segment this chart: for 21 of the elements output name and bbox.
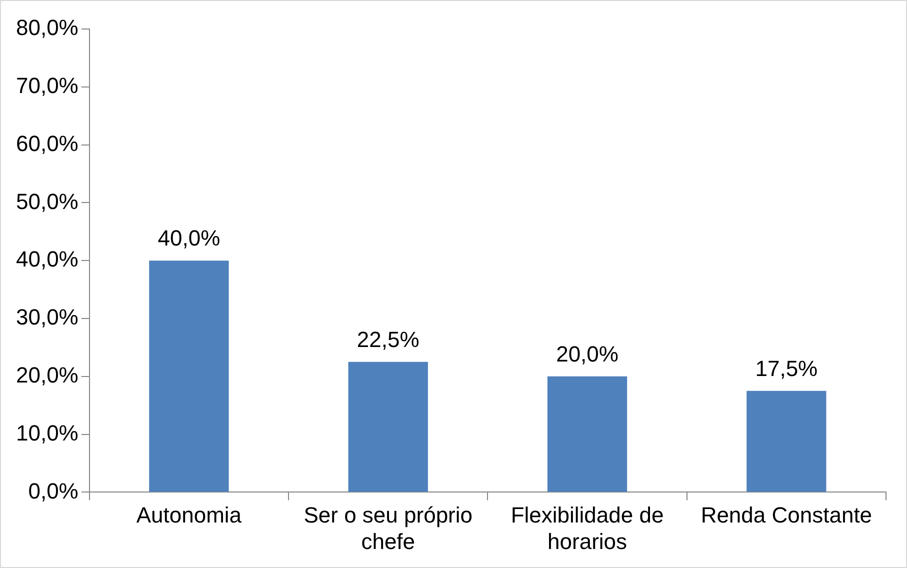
data-label: 17,5% (755, 356, 818, 381)
y-tick-label: 50,0% (16, 188, 78, 214)
x-tick-label: Renda Constante (700, 502, 872, 528)
y-tick-label: 0,0% (28, 478, 78, 504)
bar (547, 376, 628, 492)
y-tick-label: 20,0% (16, 362, 78, 388)
bar (149, 260, 229, 492)
data-label: 40,0% (158, 226, 220, 251)
y-tick-label: 70,0% (16, 72, 78, 98)
x-tick-label: Flexibilidade de horarios (510, 502, 664, 554)
data-label: 20,0% (556, 341, 618, 366)
y-tick-label: 10,0% (16, 420, 78, 446)
y-tick-label: 40,0% (16, 246, 78, 272)
bar (348, 362, 428, 492)
y-tick-label: 80,0% (16, 15, 78, 40)
x-tick-label: Autonomia (136, 502, 242, 528)
y-tick-label: 30,0% (16, 304, 78, 330)
bar (746, 390, 826, 492)
y-tick-label: 60,0% (16, 130, 78, 156)
x-tick-label: Ser o seu próprio chefe (304, 502, 472, 554)
data-label: 22,5% (356, 326, 420, 352)
